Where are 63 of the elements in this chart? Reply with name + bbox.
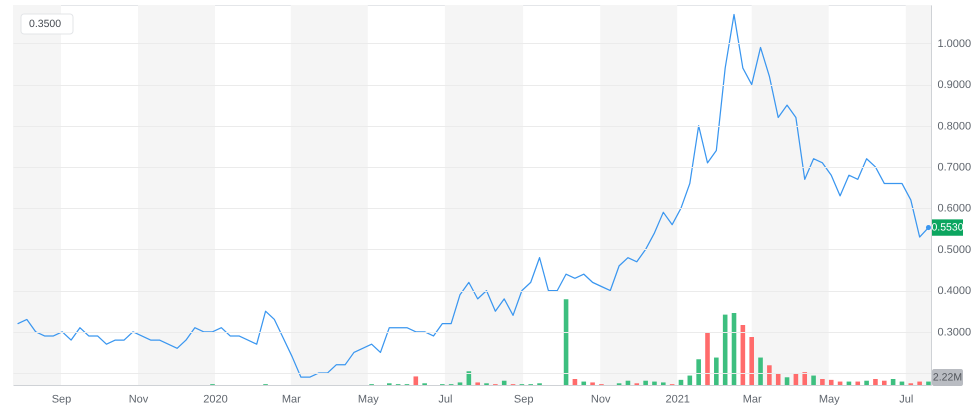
bar bbox=[926, 382, 931, 385]
bar bbox=[820, 378, 825, 385]
x-tick-label: Nov bbox=[590, 394, 611, 406]
bar bbox=[626, 380, 630, 385]
bar bbox=[784, 377, 790, 385]
x-tick-label: 2021 bbox=[665, 394, 690, 406]
bar bbox=[900, 382, 904, 385]
bar bbox=[678, 380, 684, 385]
bar bbox=[705, 332, 710, 385]
y-tick-label: 0.7000 bbox=[938, 161, 972, 174]
text: 2.22M bbox=[932, 372, 962, 384]
bar bbox=[811, 376, 816, 385]
x-tick-label: Mar bbox=[742, 394, 762, 406]
x-tick-label: Sep bbox=[514, 394, 534, 406]
bar bbox=[722, 314, 728, 385]
bar bbox=[740, 324, 746, 385]
x-tick-label: 2020 bbox=[203, 394, 228, 406]
x-tick-label: Nov bbox=[128, 394, 149, 406]
x-tick-label: Jul bbox=[899, 394, 914, 406]
bar bbox=[749, 336, 754, 385]
bar bbox=[696, 359, 701, 385]
bar bbox=[776, 372, 781, 385]
x-tick-label: May bbox=[818, 394, 840, 406]
x-tick-label: Mar bbox=[282, 394, 302, 406]
bar bbox=[882, 380, 887, 385]
bar bbox=[590, 382, 595, 385]
annotation: 0.5530 bbox=[931, 222, 964, 234]
bar bbox=[564, 299, 568, 385]
y-tick-label: 0.5000 bbox=[938, 244, 972, 256]
bar bbox=[758, 358, 763, 385]
annotation: 0.3500 bbox=[29, 18, 62, 30]
bar bbox=[794, 374, 798, 385]
y-tick-label: 0.6000 bbox=[938, 202, 972, 215]
bar bbox=[502, 380, 506, 385]
bar bbox=[767, 365, 772, 385]
bar bbox=[828, 380, 834, 385]
bar bbox=[652, 382, 657, 385]
bar bbox=[838, 382, 842, 385]
y-tick-label: 0.8000 bbox=[938, 120, 972, 132]
bar bbox=[846, 382, 852, 385]
bar bbox=[414, 376, 418, 385]
bar bbox=[917, 382, 922, 385]
y-tick-label: 0.4000 bbox=[938, 285, 972, 298]
bar bbox=[661, 382, 666, 385]
x-tick-label: Jul bbox=[438, 394, 452, 406]
y-tick-label: 1.0000 bbox=[938, 38, 972, 50]
bar bbox=[475, 382, 480, 385]
bar bbox=[581, 382, 586, 385]
bar bbox=[572, 378, 578, 385]
x-tick-label: Sep bbox=[52, 394, 72, 406]
bar bbox=[714, 358, 719, 385]
bar bbox=[458, 382, 462, 385]
bar bbox=[643, 380, 648, 385]
bar bbox=[873, 378, 878, 385]
bar bbox=[864, 380, 869, 385]
x-tick-label: May bbox=[358, 394, 380, 406]
bar bbox=[802, 372, 808, 385]
bar bbox=[855, 382, 860, 385]
bar bbox=[890, 378, 896, 385]
bar bbox=[732, 312, 736, 385]
bar bbox=[688, 376, 692, 385]
y-tick-label: 0.9000 bbox=[938, 79, 972, 92]
y-tick-label: 0.3000 bbox=[938, 326, 972, 338]
